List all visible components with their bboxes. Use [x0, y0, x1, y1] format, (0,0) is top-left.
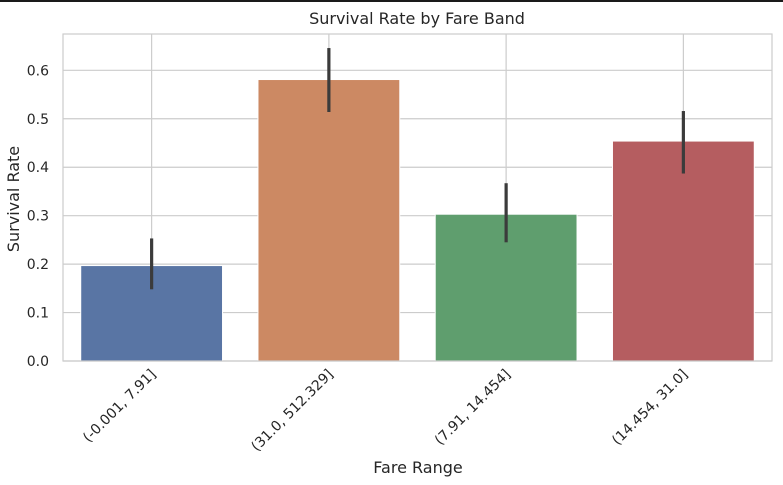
bar [611, 140, 755, 362]
chart-title: Survival Rate by Fare Band [309, 9, 525, 28]
y-tick-label: 0.3 [27, 209, 49, 225]
y-tick-label: 0.0 [27, 354, 49, 370]
y-tick-label: 0.1 [27, 306, 49, 322]
plot-area-frame [62, 33, 773, 362]
bar-layer [80, 79, 755, 362]
bar [257, 79, 401, 362]
y-tick-label: 0.5 [27, 112, 49, 128]
x-tick-label: (31.0, 512.329] [248, 367, 336, 455]
y-tick-label: 0.4 [27, 160, 49, 176]
x-tick-label: (14.454, 31.0] [609, 367, 691, 449]
x-axis-label: Fare Range [373, 458, 462, 477]
y-tick-label: 0.2 [27, 257, 49, 273]
y-tick-label: 0.6 [27, 63, 49, 79]
y-axis-label: Survival Rate [4, 146, 23, 252]
error-bar-layer [150, 48, 685, 290]
x-tick-labels: (-0.001, 7.91] (31.0, 512.329] (7.91, 14.4… [80, 367, 691, 455]
x-tick-label: (-0.001, 7.91] [80, 367, 159, 446]
x-tick-label: (7.91, 14.454] [432, 367, 514, 449]
y-tick-labels: 0.0 0.1 0.2 0.3 0.4 0.5 0.6 [27, 63, 49, 370]
